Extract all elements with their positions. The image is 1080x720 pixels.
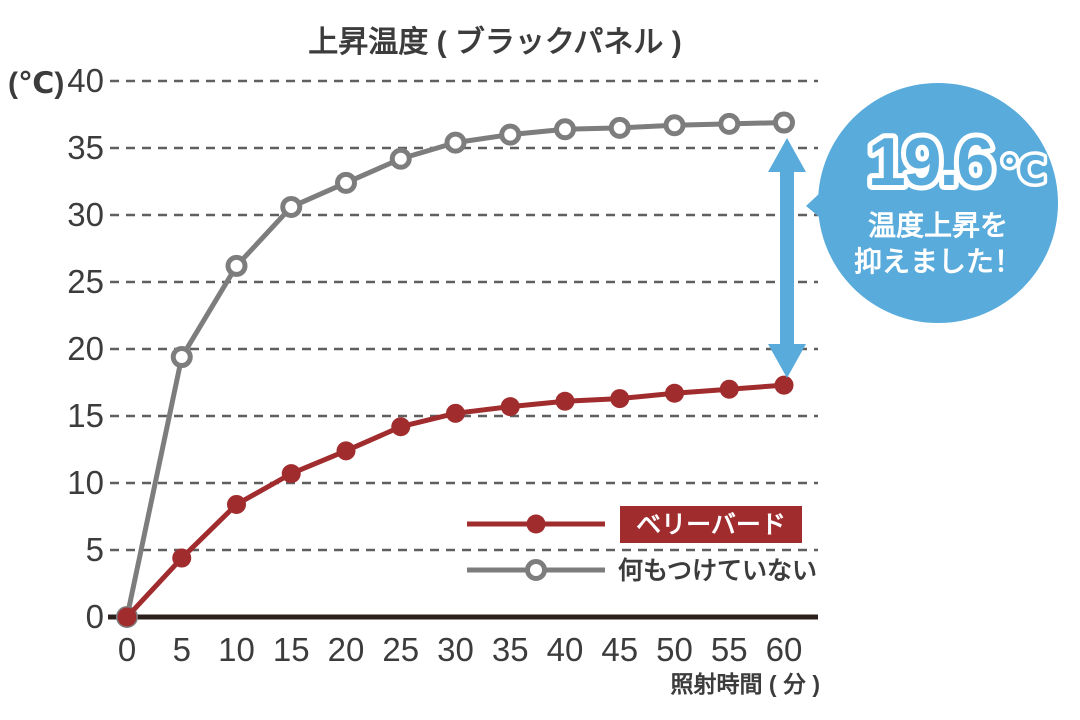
x-tick-label-10: 10 — [218, 631, 255, 668]
x-tick-label-5: 5 — [173, 631, 191, 668]
x-tick-label-50: 50 — [656, 631, 693, 668]
x-tick-label-20: 20 — [328, 631, 365, 668]
legend-entry-untreated: 何もつけていない — [467, 557, 817, 585]
x-tick-label-45: 45 — [601, 631, 638, 668]
x-tick-label-0: 0 — [118, 631, 136, 668]
bubble-text-line1: 温度上昇を — [868, 210, 1008, 241]
x-tick-label-60: 60 — [766, 631, 803, 668]
data-point-open-circle — [335, 171, 357, 194]
x-axis-title: 照射時間 ( 分 ) — [671, 671, 821, 697]
x-tick-label-35: 35 — [492, 631, 529, 668]
data-series — [116, 111, 795, 628]
y-tick-label-15: 15 — [67, 397, 104, 434]
data-point-open-circle — [170, 346, 193, 369]
data-point-filled-circle — [774, 375, 794, 395]
y-axis-tick-labels: 0 5 10 15 20 25 30 35 40 — [67, 62, 104, 635]
bubble-circle — [818, 83, 1058, 323]
bubble-unit: ℃ — [1000, 150, 1046, 192]
legend-label-box — [620, 506, 802, 543]
y-tick-label-25: 25 — [67, 263, 104, 300]
x-tick-label-40: 40 — [547, 631, 584, 668]
data-point-open-circle — [718, 112, 741, 135]
data-point-filled-circle — [391, 417, 411, 437]
data-point-open-circle — [608, 116, 631, 139]
data-point-open-circle — [280, 195, 303, 218]
bubble-text-line2: 抑えました！ — [854, 246, 1022, 277]
x-tick-label-25: 25 — [382, 631, 419, 668]
legend: ベリーバード 何もつけていない — [467, 506, 817, 585]
y-tick-label-35: 35 — [67, 129, 104, 166]
data-point-filled-circle — [610, 389, 630, 409]
data-point-filled-circle — [555, 391, 575, 411]
data-point-open-circle — [554, 118, 576, 141]
data-point-filled-circle — [336, 441, 356, 461]
data-point-filled-circle — [446, 403, 465, 423]
y-tick-label-5: 5 — [86, 531, 104, 568]
data-point-filled-circle — [172, 548, 192, 568]
y-tick-label-0: 0 — [86, 598, 104, 635]
data-point-open-circle — [444, 131, 467, 154]
data-point-open-circle — [499, 123, 522, 146]
legend-label-berrybird: ベリーバード — [636, 511, 786, 539]
data-point-filled-circle — [227, 494, 246, 514]
legend-label-untreated: 何もつけていない — [618, 557, 817, 585]
x-axis-tick-labels: 0 5 10 15 20 25 30 35 40 45 50 55 60 — [118, 631, 803, 668]
y-tick-label-40: 40 — [67, 62, 104, 99]
legend-entry-berrybird: ベリーバード — [467, 506, 802, 543]
data-point-filled-circle — [281, 464, 301, 484]
data-point-filled-circle — [117, 607, 137, 627]
data-point-filled-circle — [665, 383, 684, 403]
y-axis-unit-label: (℃) — [8, 67, 64, 100]
data-point-open-circle — [773, 111, 795, 134]
y-tick-label-30: 30 — [67, 196, 104, 233]
y-tick-label-20: 20 — [67, 330, 104, 367]
x-tick-label-30: 30 — [437, 631, 474, 668]
y-tick-label-10: 10 — [67, 464, 104, 501]
data-point-open-circle — [389, 147, 412, 170]
legend-marker-filled-circle-icon — [526, 514, 546, 534]
x-tick-label-15: 15 — [273, 631, 310, 668]
chart-title: 上昇温度 ( ブラックパネル ) — [308, 25, 682, 59]
x-tick-label-55: 55 — [711, 631, 748, 668]
data-point-open-circle — [663, 114, 686, 137]
gridlines — [110, 79, 818, 552]
bubble-value: 19.6 — [868, 124, 993, 200]
data-point-open-circle — [225, 254, 248, 277]
callout-bubble: 19.6 ℃ 温度上昇を 抑えました！ — [806, 83, 1058, 323]
difference-arrow-icon — [768, 138, 806, 378]
data-point-filled-circle — [719, 379, 739, 399]
legend-marker-open-circle-icon — [525, 559, 547, 581]
data-point-filled-circle — [500, 397, 520, 417]
